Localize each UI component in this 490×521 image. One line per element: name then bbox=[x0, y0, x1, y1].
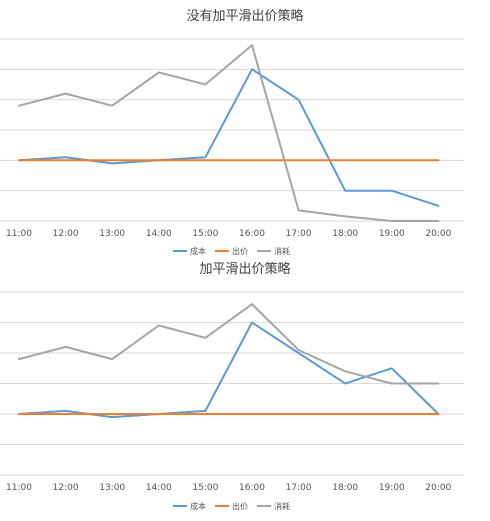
chart2-x-tick-label: 16:00 bbox=[239, 483, 265, 493]
chart2-x-tick-label: 13:00 bbox=[99, 483, 125, 493]
chart1-legend-label-2: 出价 bbox=[232, 246, 248, 256]
chart2-x-tick-label: 20:00 bbox=[425, 483, 451, 493]
chart1-x-tick-label: 13:00 bbox=[99, 229, 125, 239]
chart2-x-tick-label: 19:00 bbox=[379, 483, 405, 493]
chart2-x-tick-label: 17:00 bbox=[286, 483, 312, 493]
chart1-x-tick-label: 16:00 bbox=[239, 229, 265, 239]
chart1-x-tick-label: 19:00 bbox=[379, 229, 405, 239]
chart1-series-line-1 bbox=[18, 68, 440, 207]
chart1-x-tick-label: 20:00 bbox=[425, 229, 451, 239]
chart1-x-tick-label: 17:00 bbox=[286, 229, 312, 239]
chart1-x-tick-label: 11:00 bbox=[6, 229, 32, 239]
chart1-series-line-3 bbox=[18, 44, 440, 222]
chart2-series-line-1 bbox=[18, 321, 440, 419]
chart2-series-line-3 bbox=[18, 303, 440, 385]
chart2-legend-label-2: 出价 bbox=[232, 501, 248, 511]
chart1-legend-label-3: 消耗 bbox=[274, 246, 290, 256]
chart1-legend-label-1: 成本 bbox=[190, 246, 206, 256]
chart2-x-tick-label: 11:00 bbox=[6, 483, 32, 493]
chart1-x-tick-label: 15:00 bbox=[192, 229, 218, 239]
chart2-legend-label-1: 成本 bbox=[190, 501, 206, 511]
chart1-x-tick-label: 18:00 bbox=[332, 229, 358, 239]
chart2-legend-label-3: 消耗 bbox=[274, 501, 290, 511]
chart1-title: 没有加平滑出价策略 bbox=[186, 8, 303, 24]
chart2-x-tick-label: 14:00 bbox=[146, 483, 172, 493]
chart2-x-tick-label: 12:00 bbox=[53, 483, 79, 493]
chart2-title: 加平滑出价策略 bbox=[199, 261, 290, 277]
chart1-x-tick-label: 14:00 bbox=[146, 229, 172, 239]
chart2-x-tick-label: 18:00 bbox=[332, 483, 358, 493]
chart2-x-tick-label: 15:00 bbox=[192, 483, 218, 493]
chart1-x-tick-label: 12:00 bbox=[53, 229, 79, 239]
